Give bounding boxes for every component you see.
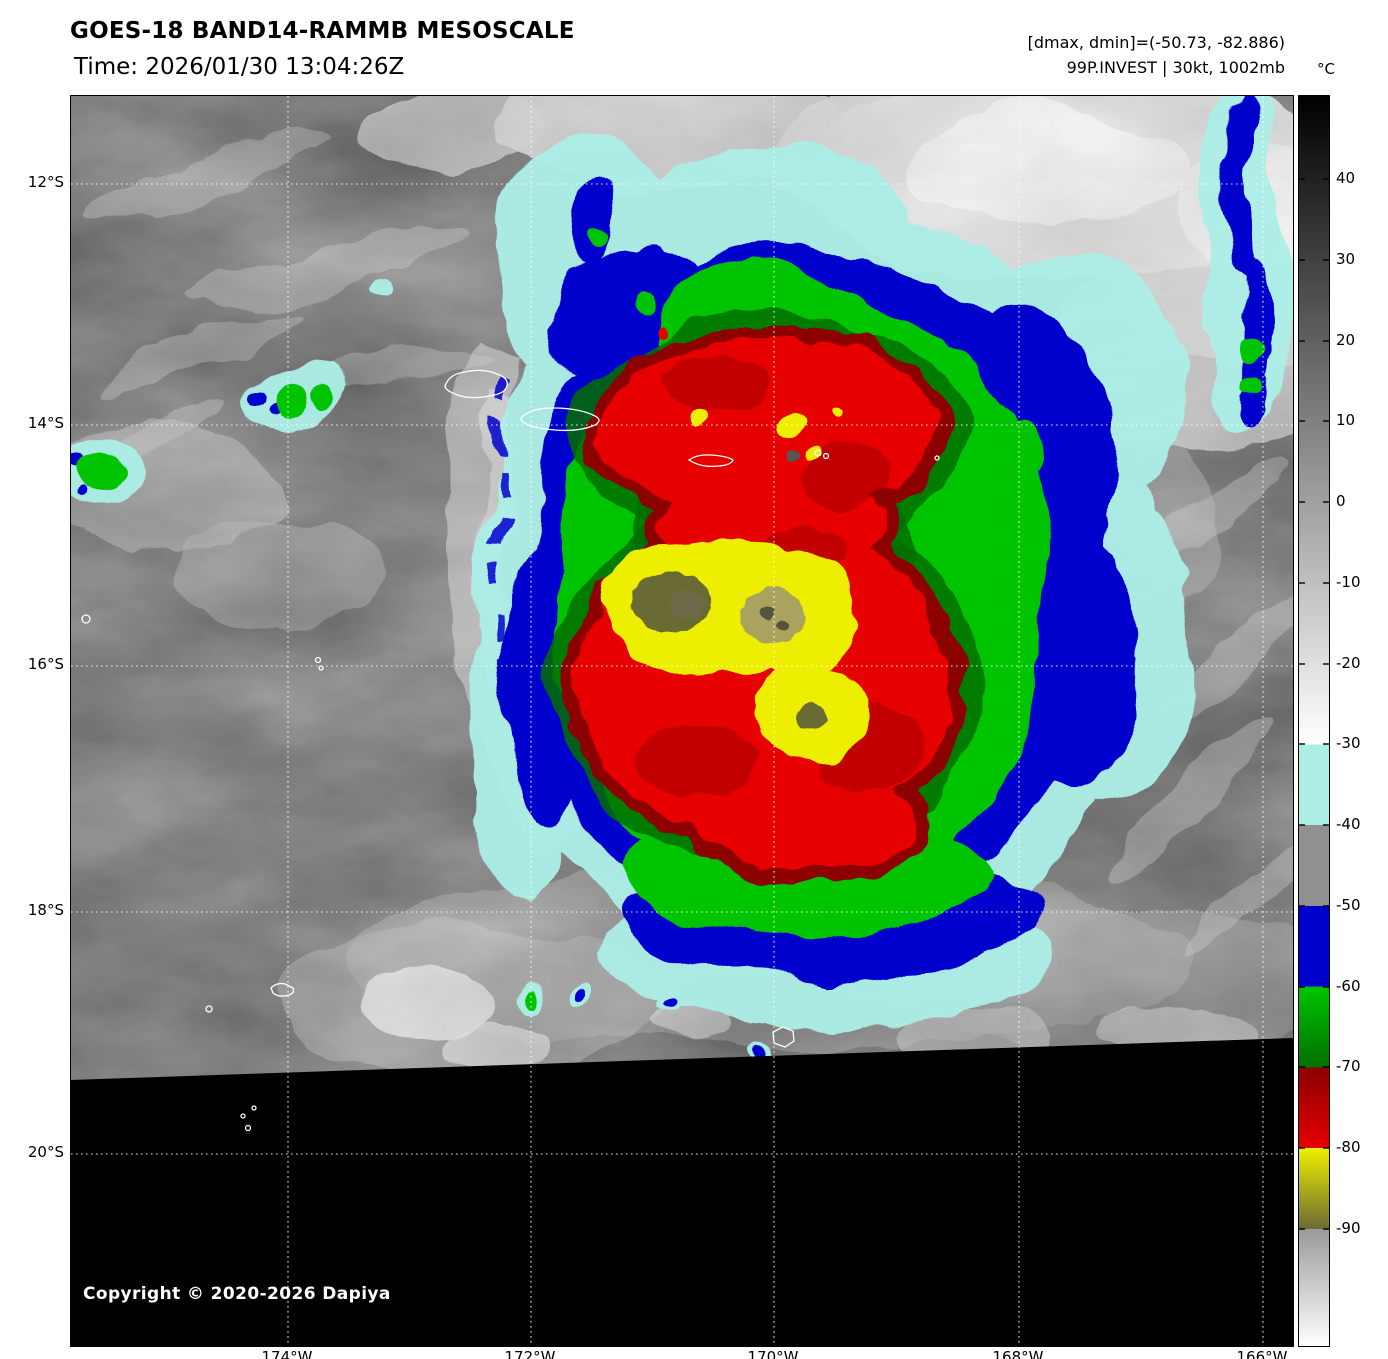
lat-label: 16°S xyxy=(27,655,64,673)
lon-label: 166°W xyxy=(1236,1348,1288,1359)
lon-label: 168°W xyxy=(992,1348,1044,1359)
satellite-image xyxy=(71,96,1293,1346)
colorbar-tick-label: -60 xyxy=(1336,977,1361,995)
colorbar-gradient xyxy=(1299,96,1329,1346)
storm-info-readout: 99P.INVEST | 30kt, 1002mb xyxy=(1066,58,1285,77)
no-data-region xyxy=(71,1038,1293,1346)
product-time: Time: 2026/01/30 13:04:26Z xyxy=(74,54,405,80)
colorbar-tick-label: -50 xyxy=(1336,896,1361,914)
map-frame: Copyright © 2020-2026 Dapiya xyxy=(70,95,1294,1347)
island-outlines xyxy=(81,369,940,1132)
colorbar-tick-label: -80 xyxy=(1336,1138,1361,1156)
colorbar-tick-label: 40 xyxy=(1336,169,1356,187)
colorbar-tick-label: 10 xyxy=(1336,411,1356,429)
grid-lines xyxy=(71,96,1293,1346)
copyright-text: Copyright © 2020-2026 Dapiya xyxy=(83,1284,391,1304)
lon-label: 174°W xyxy=(261,1348,313,1359)
colorbar-tick-label: -30 xyxy=(1336,734,1361,752)
lat-label: 12°S xyxy=(27,173,64,191)
colorbar-tick-label: 20 xyxy=(1336,331,1356,349)
colorbar-tick-label: -20 xyxy=(1336,654,1361,672)
lon-label: 170°W xyxy=(747,1348,799,1359)
colorbar-tick-label: -70 xyxy=(1336,1057,1361,1075)
colorbar-tick-label: 30 xyxy=(1336,250,1356,268)
lon-label: 172°W xyxy=(504,1348,556,1359)
colorbar-unit-label: °C xyxy=(1317,60,1335,78)
lat-label: 14°S xyxy=(27,414,64,432)
colorbar-tick-label: 0 xyxy=(1336,492,1346,510)
colorbar-ticks xyxy=(1299,178,1329,1230)
colorbar xyxy=(1298,95,1330,1347)
colorbar-tick-label: -10 xyxy=(1336,573,1361,591)
colorbar-tick-label: -40 xyxy=(1336,815,1361,833)
dmax-dmin-readout: [dmax, dmin]=(-50.73, -82.886) xyxy=(1027,33,1285,52)
lat-label: 20°S xyxy=(27,1143,64,1161)
lat-label: 18°S xyxy=(27,901,64,919)
product-title: GOES-18 BAND14-RAMMB MESOSCALE xyxy=(70,18,575,44)
storm-core-layer xyxy=(631,451,826,728)
colorbar-tick-label: -90 xyxy=(1336,1219,1361,1237)
